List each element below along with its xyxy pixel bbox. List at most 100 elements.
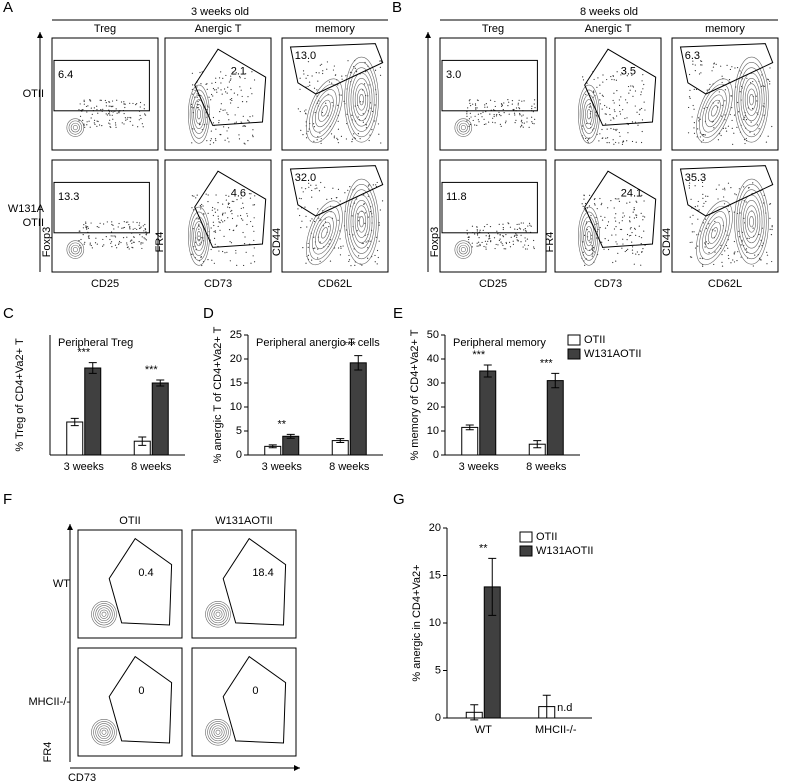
event-dot: [94, 242, 97, 244]
event-dot: [481, 241, 483, 244]
event-dot: [641, 194, 643, 196]
gate-percentage: 0: [138, 685, 144, 697]
event-dot: [252, 225, 254, 227]
event-dot: [367, 185, 369, 187]
event-dot: [589, 106, 591, 108]
event-dot: [118, 112, 120, 114]
event-dot: [97, 112, 99, 114]
contour: [68, 120, 82, 135]
event-dot: [375, 236, 378, 238]
event-dot: [143, 230, 145, 232]
event-dot: [229, 260, 231, 262]
event-dot: [480, 113, 482, 115]
contour: [315, 94, 334, 128]
event-dot: [210, 138, 212, 140]
event-dot: [99, 222, 101, 224]
event-dot: [206, 108, 208, 111]
event-dot: [362, 121, 364, 123]
event-dot: [217, 225, 219, 228]
event-dot: [689, 216, 691, 218]
event-dot: [226, 92, 228, 94]
event-dot: [351, 141, 353, 143]
event-dot: [307, 246, 309, 249]
event-dot: [340, 135, 343, 138]
event-dot: [611, 78, 613, 81]
event-dot: [635, 200, 637, 202]
event-dot: [307, 130, 309, 132]
event-dot: [118, 240, 121, 243]
event-dot: [191, 253, 193, 255]
contour: [207, 721, 229, 744]
event-dot: [378, 222, 380, 224]
contour: [205, 600, 231, 628]
error-bar: [336, 438, 345, 444]
event-dot: [709, 83, 711, 86]
x-tick-label: WT: [475, 724, 492, 736]
error-bar: [483, 364, 492, 378]
event-dot: [110, 241, 113, 243]
event-dot: [144, 113, 146, 115]
event-dot: [328, 81, 331, 83]
event-dot: [111, 221, 113, 223]
gate: [53, 59, 150, 112]
event-dot: [113, 228, 115, 230]
event-dot: [533, 123, 535, 125]
event-dot: [702, 222, 705, 224]
event-dot: [484, 240, 487, 242]
event-dot: [483, 245, 485, 248]
event-dot: [494, 105, 496, 108]
event-dot: [368, 84, 370, 86]
event-dot: [83, 243, 85, 245]
event-dot: [302, 134, 304, 136]
y-axis-label: FR4: [42, 742, 54, 763]
event-dot: [308, 182, 310, 184]
event-dot: [191, 207, 193, 209]
event-dot: [118, 243, 120, 245]
event-dot: [731, 107, 733, 109]
event-dot: [221, 213, 224, 215]
event-dot: [319, 241, 321, 243]
event-dot: [109, 114, 111, 116]
event-dot: [479, 229, 481, 231]
event-dot: [705, 241, 707, 243]
event-dot: [210, 99, 212, 101]
event-dot: [534, 107, 536, 109]
event-dot: [90, 222, 92, 224]
event-dot: [691, 231, 693, 233]
event-dot: [503, 248, 505, 250]
event-dot: [321, 111, 324, 114]
event-dot: [225, 199, 227, 201]
event-dot: [511, 100, 514, 102]
event-dot: [93, 122, 95, 124]
contour: [585, 104, 593, 125]
event-dot: [486, 243, 488, 245]
event-dot: [484, 104, 486, 106]
event-dot: [688, 73, 691, 76]
event-dot: [229, 207, 231, 209]
event-dot: [237, 106, 239, 109]
contour: [702, 89, 727, 133]
event-dot: [374, 120, 376, 122]
x-axis-label: CD25: [479, 278, 507, 290]
event-dot: [253, 239, 255, 242]
event-dot: [771, 225, 773, 227]
event-dot: [599, 92, 601, 94]
contour: [738, 189, 765, 254]
event-dot: [200, 83, 202, 85]
event-dot: [695, 88, 698, 91]
event-dot: [769, 67, 771, 69]
event-dot: [474, 124, 476, 126]
event-dot: [196, 86, 198, 88]
event-dot: [610, 119, 612, 121]
event-dot: [248, 193, 251, 195]
event-dot: [502, 235, 504, 237]
gate-percentage: 32.0: [295, 172, 316, 184]
contour: [702, 211, 727, 255]
contour: [696, 78, 733, 144]
event-dot: [126, 242, 128, 244]
contour: [97, 607, 111, 622]
event-dot: [214, 231, 217, 233]
event-dot: [218, 250, 220, 252]
event-dot: [141, 247, 143, 250]
event-dot: [322, 70, 324, 72]
